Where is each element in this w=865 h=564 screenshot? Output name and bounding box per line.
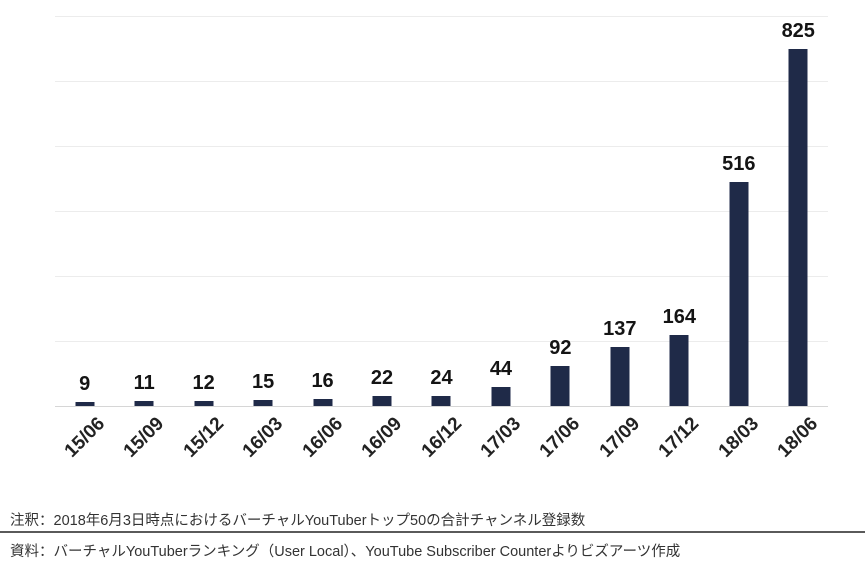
value-label: 12 bbox=[192, 371, 215, 394]
bar-slot: 516 bbox=[709, 17, 768, 407]
bar bbox=[491, 386, 511, 406]
bar-slot: 22 bbox=[352, 17, 411, 407]
gridline bbox=[55, 146, 828, 147]
gridline bbox=[55, 211, 828, 212]
value-label: 44 bbox=[489, 357, 513, 380]
gridline bbox=[55, 16, 828, 17]
x-axis-line bbox=[55, 406, 828, 407]
subscriber-bar-chart: 9 11 12 15 16 22 24 44 92 137 164 516 825 15/06 15/09… bbox=[55, 16, 828, 462]
bar bbox=[610, 346, 630, 406]
bar-slot: 825 bbox=[769, 17, 828, 407]
bar bbox=[253, 399, 273, 406]
bar-slot: 137 bbox=[590, 17, 649, 407]
bar-slot: 12 bbox=[174, 17, 233, 407]
bar bbox=[372, 396, 392, 406]
value-label: 516 bbox=[722, 153, 756, 176]
bar-slot: 9 bbox=[55, 17, 114, 407]
chart-footer: 注釈：2018年6月3日時点におけるバーチャルYouTuberトップ50の合計チ… bbox=[0, 500, 865, 564]
bar-slot: 11 bbox=[114, 17, 173, 407]
bar-slot: 15 bbox=[233, 17, 292, 407]
bar bbox=[729, 182, 749, 406]
value-label: 825 bbox=[781, 19, 815, 42]
value-label: 24 bbox=[430, 366, 453, 389]
annotation-note: 注釈：2018年6月3日時点におけるバーチャルYouTuberトップ50の合計チ… bbox=[10, 513, 586, 529]
value-label: 164 bbox=[662, 305, 697, 328]
gridline bbox=[55, 81, 828, 82]
bar-slot: 164 bbox=[650, 17, 709, 407]
bar bbox=[194, 400, 214, 406]
footer-divider bbox=[0, 531, 865, 533]
source-note: 資料：バーチャルYouTuberランキング（User Local）、YouTub… bbox=[10, 544, 681, 560]
bar bbox=[550, 366, 570, 406]
value-label: 22 bbox=[370, 367, 394, 390]
value-label: 15 bbox=[251, 370, 275, 393]
bar-slot: 44 bbox=[471, 17, 530, 407]
value-label: 137 bbox=[603, 317, 637, 340]
gridline bbox=[55, 276, 828, 277]
bar bbox=[431, 395, 451, 406]
bar bbox=[669, 334, 689, 406]
bar bbox=[788, 48, 808, 406]
value-label: 9 bbox=[79, 373, 91, 396]
value-label: 92 bbox=[549, 337, 572, 360]
plot-area: 9 11 12 15 16 22 24 44 92 137 164 516 825 bbox=[55, 16, 828, 407]
bar bbox=[75, 402, 95, 406]
gridline bbox=[55, 341, 828, 342]
bar-slot: 16 bbox=[293, 17, 352, 407]
bar bbox=[313, 399, 333, 406]
bar-slot: 92 bbox=[531, 17, 590, 407]
bar-slot: 24 bbox=[412, 17, 471, 407]
value-label: 16 bbox=[311, 370, 334, 393]
value-label: 11 bbox=[133, 372, 155, 395]
bar bbox=[134, 401, 154, 406]
